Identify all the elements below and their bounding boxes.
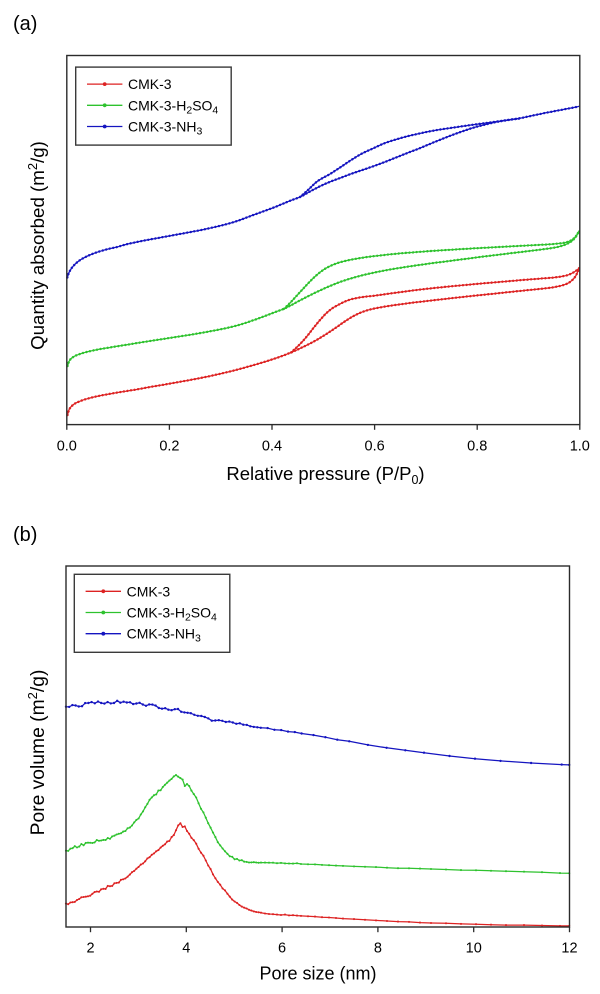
- svg-text:CMK-3-H2SO4: CMK-3-H2SO4: [128, 97, 218, 116]
- svg-text:Quantity absorbed (m2/g): Quantity absorbed (m2/g): [25, 141, 48, 350]
- svg-text:0.4: 0.4: [262, 439, 282, 455]
- svg-text:0.6: 0.6: [365, 439, 385, 455]
- svg-text:(b): (b): [13, 524, 37, 546]
- svg-text:2: 2: [86, 941, 94, 957]
- svg-text:12: 12: [561, 941, 577, 957]
- svg-text:0.2: 0.2: [159, 439, 179, 455]
- svg-text:CMK-3: CMK-3: [127, 583, 171, 599]
- svg-text:CMK-3-H2SO4: CMK-3-H2SO4: [127, 605, 217, 624]
- svg-text:0.0: 0.0: [57, 439, 77, 455]
- svg-text:10: 10: [466, 941, 482, 957]
- svg-text:Pore size (nm): Pore size (nm): [259, 964, 376, 984]
- svg-text:CMK-3-NH3: CMK-3-NH3: [128, 119, 202, 138]
- svg-text:6: 6: [278, 941, 286, 957]
- svg-text:Relative pressure (P/P0): Relative pressure (P/P0): [226, 463, 424, 487]
- svg-text:(a): (a): [13, 13, 37, 35]
- svg-text:1.0: 1.0: [570, 439, 590, 455]
- svg-text:8: 8: [374, 941, 382, 957]
- svg-text:CMK-3-NH3: CMK-3-NH3: [127, 626, 201, 645]
- svg-text:4: 4: [182, 941, 190, 957]
- svg-text:CMK-3: CMK-3: [128, 76, 172, 92]
- svg-text:0.8: 0.8: [467, 439, 487, 455]
